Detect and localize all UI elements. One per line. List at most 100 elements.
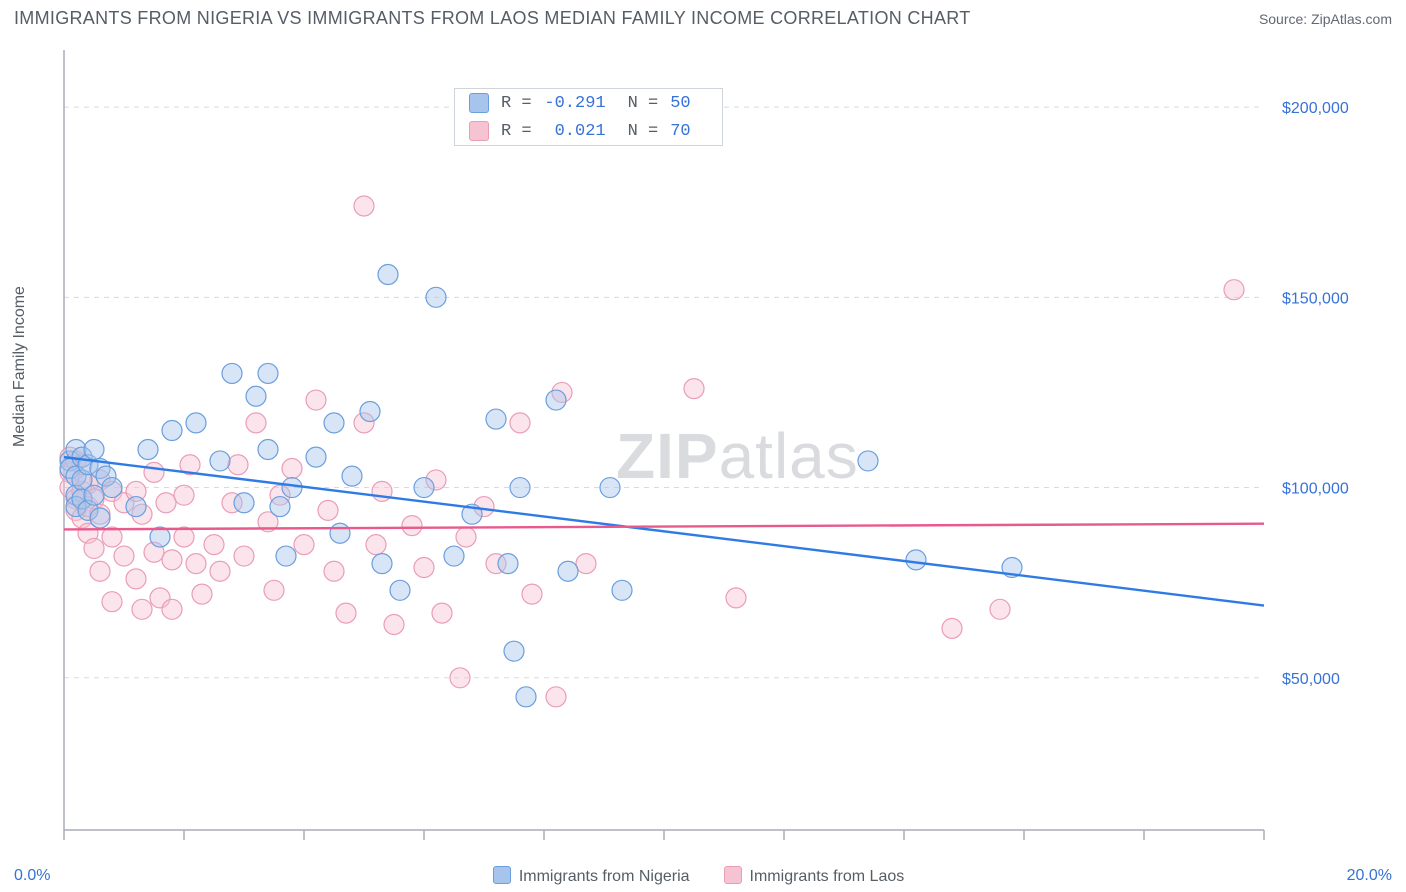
svg-text:$100,000: $100,000: [1282, 481, 1349, 498]
data-point: [402, 516, 422, 536]
source-prefix: Source:: [1259, 11, 1311, 27]
data-point: [486, 409, 506, 429]
data-point: [414, 478, 434, 498]
data-point: [684, 379, 704, 399]
data-point: [186, 413, 206, 433]
data-point: [306, 390, 326, 410]
correlation-legend: R = -0.291 N = 50 R = 0.021 N = 70: [454, 88, 723, 146]
data-point: [558, 561, 578, 581]
r-value: -0.291: [544, 94, 606, 113]
data-point: [372, 554, 392, 574]
data-point: [174, 485, 194, 505]
data-point: [600, 478, 620, 498]
data-point: [444, 546, 464, 566]
data-point: [210, 561, 230, 581]
data-point: [546, 390, 566, 410]
data-point: [906, 550, 926, 570]
data-point: [450, 668, 470, 688]
data-point: [504, 641, 524, 661]
data-point: [246, 386, 266, 406]
data-point: [366, 535, 386, 555]
data-point: [858, 451, 878, 471]
x-axis-min-label: 0.0%: [14, 867, 50, 885]
data-point: [156, 493, 176, 513]
data-point: [258, 440, 278, 460]
legend-item: Immigrants from Laos: [724, 866, 905, 886]
data-point: [102, 592, 122, 612]
data-point: [318, 500, 338, 520]
data-point: [204, 535, 224, 555]
data-point: [126, 497, 146, 517]
correlation-row: R = 0.021 N = 70: [455, 117, 722, 145]
y-axis-label: Median Family Income: [11, 286, 29, 447]
data-point: [342, 466, 362, 486]
r-label: R =: [501, 122, 532, 141]
r-label: R =: [501, 94, 532, 113]
chart-footer: 0.0% Immigrants from Nigeria Immigrants f…: [14, 866, 1392, 886]
data-point: [360, 401, 380, 421]
data-point: [138, 440, 158, 460]
data-point: [222, 363, 242, 383]
data-point: [432, 603, 452, 623]
data-point: [510, 413, 530, 433]
legend-item: Immigrants from Nigeria: [493, 866, 690, 886]
svg-text:$200,000: $200,000: [1282, 100, 1349, 117]
data-point: [246, 413, 266, 433]
data-point: [90, 561, 110, 581]
data-point: [84, 538, 104, 558]
data-point: [390, 580, 410, 600]
chart-title: IMMIGRANTS FROM NIGERIA VS IMMIGRANTS FR…: [14, 8, 971, 29]
data-point: [132, 599, 152, 619]
data-point: [330, 523, 350, 543]
data-point: [126, 569, 146, 589]
data-point: [90, 508, 110, 528]
n-label: N =: [628, 94, 659, 113]
correlation-row: R = -0.291 N = 50: [455, 89, 722, 117]
data-point: [282, 478, 302, 498]
data-point: [270, 497, 290, 517]
data-point: [102, 478, 122, 498]
data-point: [192, 584, 212, 604]
data-point: [426, 287, 446, 307]
data-point: [576, 554, 596, 574]
data-point: [336, 603, 356, 623]
r-value: 0.021: [544, 122, 606, 141]
data-point: [294, 535, 314, 555]
data-point: [162, 420, 182, 440]
trend-line: [64, 457, 1264, 605]
data-point: [162, 550, 182, 570]
chart-header: IMMIGRANTS FROM NIGERIA VS IMMIGRANTS FR…: [0, 0, 1406, 33]
legend-label: Immigrants from Laos: [750, 868, 905, 885]
data-point: [276, 546, 296, 566]
n-value: 70: [670, 122, 708, 141]
data-point: [990, 599, 1010, 619]
data-point: [456, 527, 476, 547]
data-point: [114, 546, 134, 566]
data-point: [234, 493, 254, 513]
data-point: [378, 264, 398, 284]
source-attribution: Source: ZipAtlas.com: [1259, 11, 1392, 27]
svg-text:$50,000: $50,000: [1282, 671, 1340, 688]
data-point: [498, 554, 518, 574]
chart-area: Median Family Income $50,000$100,000$150…: [14, 40, 1392, 854]
data-point: [84, 440, 104, 460]
trend-line: [64, 524, 1264, 530]
x-axis-max-label: 20.0%: [1347, 867, 1392, 885]
data-point: [264, 580, 284, 600]
data-point: [84, 485, 104, 505]
data-point: [726, 588, 746, 608]
data-point: [324, 413, 344, 433]
data-point: [144, 462, 164, 482]
data-point: [162, 599, 182, 619]
n-label: N =: [628, 122, 659, 141]
legend-swatch: [469, 93, 489, 113]
data-point: [324, 561, 344, 581]
data-point: [414, 557, 434, 577]
legend-swatch: [493, 866, 511, 884]
data-point: [306, 447, 326, 467]
scatter-plot: $50,000$100,000$150,000$200,000: [14, 40, 1392, 854]
n-value: 50: [670, 94, 708, 113]
source-name[interactable]: ZipAtlas.com: [1311, 11, 1392, 27]
legend-swatch: [469, 121, 489, 141]
data-point: [210, 451, 230, 471]
